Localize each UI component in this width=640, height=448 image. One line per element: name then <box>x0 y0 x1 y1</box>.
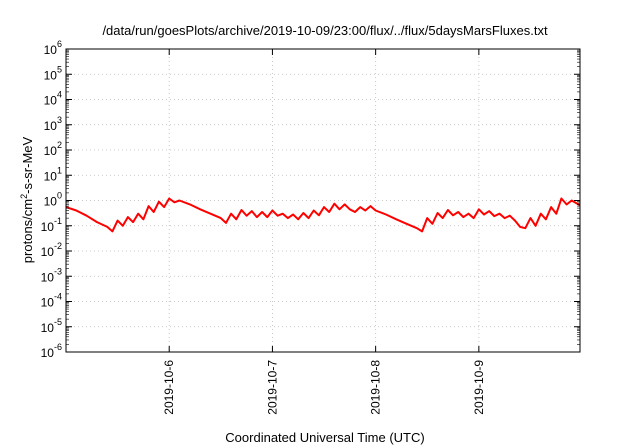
y-tick-label: 104 <box>44 90 62 108</box>
x-tick-label: 2019-10-7 <box>265 360 279 415</box>
y-axis-label: protons/cm2-s-sr-MeV <box>19 136 35 263</box>
x-tick-label: 2019-10-6 <box>162 360 176 415</box>
grid <box>66 49 580 352</box>
y-axis-ticks: 10-6 10-5 10-4 10-3 10-2 10-1 100 101 102 103 104 1… <box>41 39 580 360</box>
y-tick-label: 101 <box>44 165 62 183</box>
series-layer <box>65 197 581 233</box>
y-axis-label-suffix: -s-sr-MeV <box>20 136 35 193</box>
y-tick-label: 10-5 <box>41 317 62 335</box>
y-axis-label-prefix: protons/cm <box>20 199 35 263</box>
y-tick-label: 102 <box>44 140 62 158</box>
x-tick-label: 2019-10-8 <box>369 360 383 415</box>
y-tick-label: 103 <box>44 115 62 133</box>
y-tick-label: 100 <box>44 191 62 209</box>
y-tick-label: 10-2 <box>41 241 62 259</box>
y-tick-label: 10-3 <box>41 266 62 284</box>
y-axis-label-sup: 2 <box>19 194 29 199</box>
y-tick-label: 105 <box>44 64 62 82</box>
x-tick-label: 2019-10-9 <box>472 360 486 415</box>
y-tick-label: 10-4 <box>41 292 62 310</box>
chart-title: /data/run/goesPlots/archive/2019-10-09/2… <box>102 23 548 38</box>
y-tick-label: 10-1 <box>41 216 62 234</box>
y-tick-label: 10-6 <box>41 342 62 360</box>
series-line-0 <box>65 197 581 233</box>
y-tick-label: 106 <box>44 39 62 57</box>
x-axis-ticks: 2019-10-6 2019-10-7 2019-10-8 2019-10-9 <box>162 49 486 415</box>
x-axis-label: Coordinated Universal Time (UTC) <box>225 430 424 445</box>
